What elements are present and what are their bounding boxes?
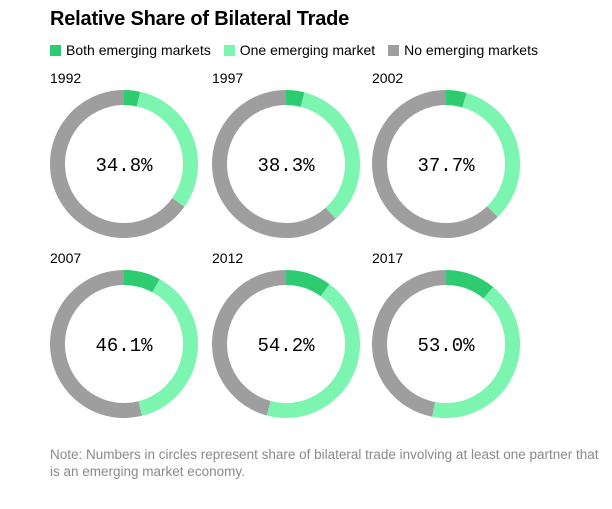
year-label-1992: 1992 <box>50 70 82 86</box>
donut-segment-one-1992 <box>136 91 198 207</box>
legend-swatch-no-emerging <box>388 44 400 56</box>
donut-segment-one-2017 <box>432 286 520 418</box>
donut-panel-1997: 1997 38.3% <box>212 70 372 250</box>
year-label-2012: 2012 <box>212 250 244 266</box>
donut-segment-none-1997 <box>212 90 336 238</box>
donut-chart-1997: 38.3% <box>212 90 360 238</box>
chart-title: Relative Share of Bilateral Trade <box>50 8 350 30</box>
legend-item-one-emerging: One emerging market <box>223 42 376 58</box>
donut-panel-2017: 2017 53.0% <box>372 250 532 430</box>
donut-chart-2012: 54.2% <box>212 270 360 418</box>
legend-label-both-emerging: Both emerging markets <box>66 42 211 58</box>
legend-swatch-one-emerging <box>223 44 235 56</box>
donut-segment-both-2002 <box>445 90 467 108</box>
legend-label-no-emerging: No emerging markets <box>404 42 538 58</box>
donut-segment-none-1992 <box>50 90 185 238</box>
donut-chart-2002: 37.7% <box>372 90 520 238</box>
legend-item-both-emerging: Both emerging markets <box>50 42 211 58</box>
donut-panel-2012: 2012 54.2% <box>212 250 372 430</box>
donut-segment-none-2007 <box>50 270 142 418</box>
legend-label-one-emerging: One emerging market <box>239 42 376 58</box>
donut-segment-both-2007 <box>123 270 160 293</box>
donut-segment-none-2017 <box>372 270 447 417</box>
legend: Both emerging markets One emerging marke… <box>50 42 538 58</box>
legend-swatch-both-emerging <box>50 44 61 56</box>
footnote: Note: Numbers in circles represent share… <box>50 447 599 479</box>
donut-segment-none-2012 <box>212 270 287 416</box>
center-value-1997: 38.3% <box>257 155 315 177</box>
donut-chart-2017: 53.0% <box>372 270 520 418</box>
donut-segment-both-1992 <box>123 90 141 107</box>
year-label-2002: 2002 <box>372 70 404 86</box>
donut-panel-1992: 1992 34.8% <box>50 70 210 250</box>
donut-segment-both-2012 <box>285 270 330 297</box>
donut-panel-2002: 2002 37.7% <box>372 70 532 250</box>
legend-item-no-emerging: No emerging markets <box>388 42 538 58</box>
year-label-2017: 2017 <box>372 250 404 266</box>
center-value-1992: 34.8% <box>95 155 153 177</box>
donut-segment-one-2007 <box>138 279 198 416</box>
donut-segment-both-2017 <box>445 270 494 299</box>
donut-segment-one-2012 <box>266 284 360 418</box>
donut-segment-one-2002 <box>462 92 520 217</box>
center-value-2007: 46.1% <box>95 335 153 357</box>
donut-chart-1992: 34.8% <box>50 90 198 238</box>
donut-chart-2007: 46.1% <box>50 270 198 418</box>
center-value-2017: 53.0% <box>417 335 475 357</box>
donut-segment-none-2002 <box>372 90 498 238</box>
center-value-2002: 37.7% <box>417 155 475 177</box>
donut-segment-both-1997 <box>285 90 305 107</box>
year-label-2007: 2007 <box>50 250 82 266</box>
year-label-1997: 1997 <box>212 70 244 86</box>
donut-segment-one-1997 <box>300 92 360 219</box>
donut-panel-2007: 2007 46.1% <box>50 250 210 430</box>
center-value-2012: 54.2% <box>257 335 315 357</box>
